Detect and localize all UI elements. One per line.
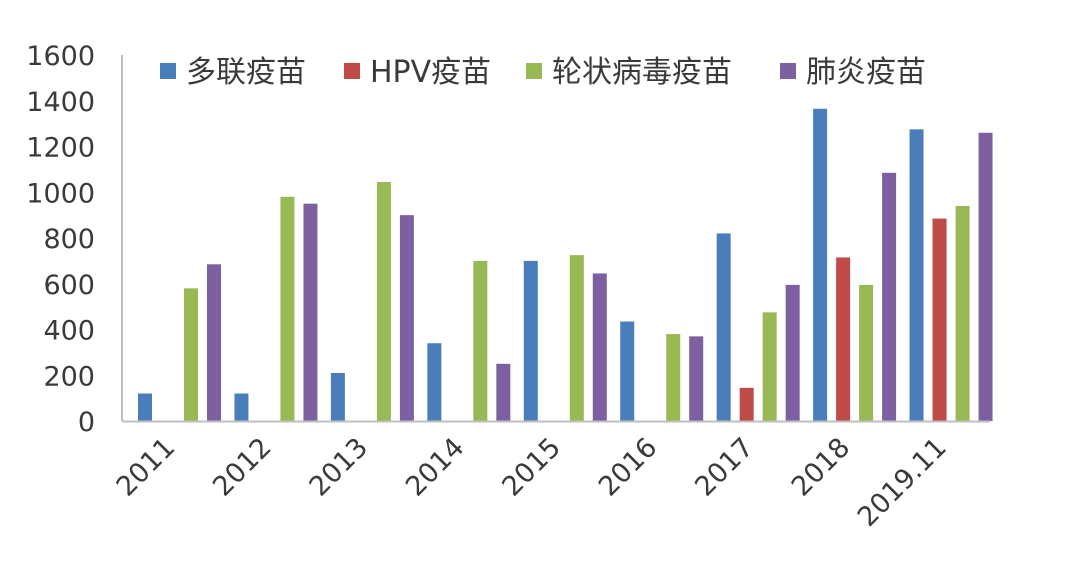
bar bbox=[592, 273, 607, 421]
bar bbox=[207, 264, 221, 421]
y-tick-label: 800 bbox=[43, 224, 95, 255]
bar bbox=[620, 321, 635, 421]
y-tick-label: 600 bbox=[43, 270, 95, 301]
bar bbox=[909, 129, 924, 421]
y-tick-label: 1600 bbox=[26, 41, 95, 72]
x-tick-label: 2011 bbox=[111, 432, 182, 503]
bar bbox=[234, 393, 249, 421]
legend-swatch bbox=[526, 63, 542, 79]
bar bbox=[138, 393, 152, 421]
bar bbox=[836, 257, 851, 421]
legend: 多联疫苗 HPV疫苗 轮状病毒疫苗 肺炎疫苗 bbox=[160, 55, 926, 90]
y-axis-tick-labels: 0 200 400 600 800 1000 1200 1400 1600 bbox=[26, 41, 95, 438]
bar bbox=[813, 108, 828, 421]
bar-series-0 bbox=[138, 108, 924, 421]
legend-item-2: 轮状病毒疫苗 bbox=[526, 55, 732, 90]
bar-series-2 bbox=[184, 181, 970, 421]
legend-item-3: 肺炎疫苗 bbox=[780, 55, 926, 90]
bar bbox=[427, 343, 442, 421]
bar-series-1 bbox=[739, 218, 947, 421]
bar bbox=[689, 336, 704, 421]
legend-label: 多联疫苗 bbox=[186, 55, 306, 90]
x-tick-label: 2013 bbox=[304, 432, 375, 503]
y-tick-label: 400 bbox=[43, 316, 95, 347]
bar bbox=[932, 218, 947, 421]
x-tick-label: 2015 bbox=[496, 432, 567, 503]
legend-swatch bbox=[160, 63, 176, 79]
y-tick-label: 0 bbox=[78, 407, 95, 438]
bar bbox=[330, 372, 345, 421]
bar bbox=[496, 363, 511, 421]
bar bbox=[785, 284, 800, 421]
x-tick-label: 2014 bbox=[400, 432, 471, 503]
y-tick-label: 1400 bbox=[26, 87, 95, 118]
y-tick-label: 200 bbox=[43, 361, 95, 392]
bar bbox=[978, 132, 993, 421]
bar-series-3 bbox=[207, 132, 993, 421]
x-tick-label: 2019.11 bbox=[852, 432, 953, 533]
y-tick-label: 1200 bbox=[26, 133, 95, 164]
bar bbox=[716, 233, 731, 421]
bar bbox=[762, 312, 777, 421]
bar bbox=[473, 260, 488, 421]
bar bbox=[399, 215, 414, 421]
bar bbox=[859, 284, 874, 421]
bar bbox=[376, 181, 391, 421]
bar bbox=[523, 260, 538, 421]
bar bbox=[184, 288, 198, 421]
x-tick-label: 2017 bbox=[689, 432, 760, 503]
bar bbox=[303, 203, 318, 421]
legend-item-1: HPV疫苗 bbox=[344, 55, 491, 90]
legend-swatch bbox=[780, 63, 796, 79]
x-tick-label: 2016 bbox=[593, 432, 664, 503]
legend-label: HPV疫苗 bbox=[370, 55, 491, 90]
legend-label: 轮状病毒疫苗 bbox=[552, 55, 732, 90]
x-tick-label: 2018 bbox=[786, 432, 857, 503]
bar bbox=[569, 255, 584, 421]
bar bbox=[882, 172, 897, 421]
bar bbox=[666, 334, 681, 421]
bar bbox=[739, 387, 754, 421]
y-tick-label: 1000 bbox=[26, 178, 95, 209]
legend-item-0: 多联疫苗 bbox=[160, 55, 306, 90]
x-tick-label: 2012 bbox=[207, 432, 278, 503]
legend-swatch bbox=[344, 63, 360, 79]
legend-label: 肺炎疫苗 bbox=[806, 55, 926, 90]
bar-series-group bbox=[138, 108, 993, 421]
bar bbox=[280, 196, 295, 421]
bar bbox=[955, 205, 970, 421]
